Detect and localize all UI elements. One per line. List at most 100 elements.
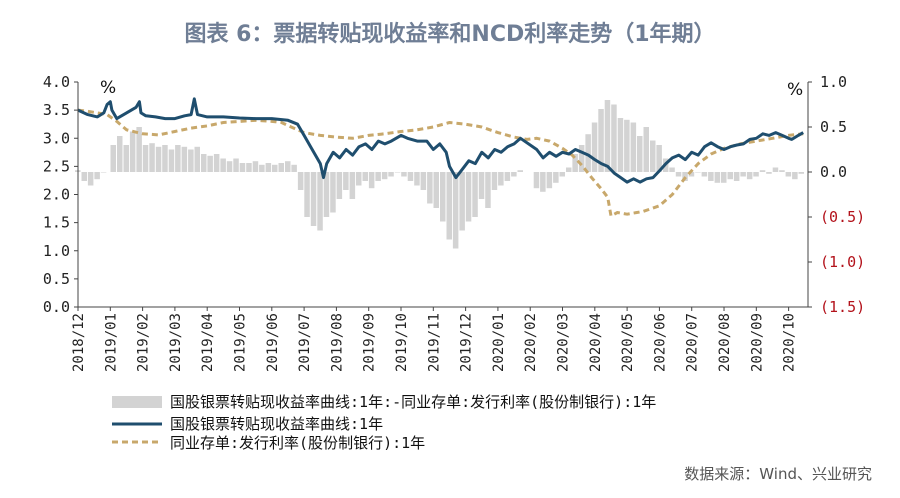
spread-bar-22: [220, 158, 226, 172]
spread-bar-48: [388, 172, 394, 177]
spread-bar-50: [401, 172, 407, 177]
spread-bar-110: [798, 172, 804, 174]
spread-bar-101: [740, 172, 746, 177]
spread-bar-27: [252, 161, 259, 172]
spread-bar-90: [669, 167, 675, 172]
spread-bar-72: [553, 172, 559, 183]
left-tick-label-4: 2.0: [43, 186, 70, 204]
spread-bar-76: [578, 145, 585, 172]
spread-bar-78: [591, 122, 598, 172]
spread-bar-40: [336, 172, 343, 199]
spread-bar-34: [297, 172, 304, 190]
spread-bar-108: [785, 172, 792, 177]
spread-bar-71: [546, 172, 553, 189]
spread-bar-53: [420, 172, 427, 190]
spread-bar-82: [617, 118, 624, 172]
spread-bar-58: [452, 172, 459, 249]
spread-bar-84: [630, 122, 637, 172]
left-axis-unit: %: [100, 78, 116, 98]
spread-bar-105: [766, 172, 772, 174]
left-tick-label-3: 1.5: [43, 214, 70, 232]
spread-bars: [75, 100, 804, 249]
spread-bar-45: [368, 172, 375, 189]
spread-bar-32: [285, 161, 291, 172]
spread-bar-29: [265, 163, 272, 172]
x-tick-label-13: 2020/01: [491, 313, 507, 372]
spread-bar-42: [349, 172, 356, 199]
right-tick-label-3: (0.5): [820, 208, 865, 226]
x-tick-label-10: 2019/10: [394, 313, 410, 372]
legend-label-2: 同业存单:发行利率(股份制银行):1年: [170, 434, 425, 452]
spread-bar-104: [759, 170, 766, 172]
spread-bar-102: [746, 172, 753, 180]
spread-bar-77: [585, 134, 591, 172]
x-tick-label-9: 2019/09: [362, 313, 378, 372]
spread-bar-67: [511, 172, 517, 177]
spread-bar-15: [175, 145, 181, 172]
spread-bar-26: [246, 163, 252, 172]
spread-bar-83: [624, 119, 630, 172]
x-tick-label-19: 2020/07: [685, 313, 701, 372]
right-tick-label-4: (1.0): [820, 253, 865, 271]
spread-bar-37: [317, 172, 323, 231]
spread-bar-41: [343, 172, 349, 190]
spread-bar-46: [375, 172, 381, 181]
x-tick-label-7: 2019/07: [297, 313, 313, 372]
spread-bar-86: [643, 127, 649, 172]
spread-bar-65: [498, 172, 504, 186]
spread-bar-31: [278, 163, 284, 172]
spread-bar-10: [142, 145, 149, 172]
spread-bar-62: [478, 172, 485, 199]
x-tick-label-18: 2020/06: [652, 313, 668, 372]
left-tick-label-7: 3.5: [43, 101, 70, 119]
spread-bar-5: [110, 145, 116, 172]
spread-bar-59: [459, 172, 465, 231]
spread-bar-80: [604, 100, 611, 172]
series-lines: [77, 97, 804, 218]
spread-bar-57: [446, 172, 452, 240]
spread-bar-99: [727, 172, 733, 180]
x-tick-label-12: 2019/12: [459, 313, 475, 372]
spread-bar-4: [100, 172, 107, 173]
spread-bar-39: [330, 172, 336, 213]
left-tick-label-1: 0.5: [43, 270, 70, 288]
spread-bar-18: [194, 146, 200, 172]
spread-bar-70: [540, 172, 546, 192]
legend-swatch-spread: [112, 396, 162, 408]
spread-bar-81: [611, 104, 617, 172]
x-tick-label-14: 2020/02: [523, 313, 539, 372]
left-tick-label-5: 2.5: [43, 157, 70, 175]
spread-bar-14: [168, 149, 175, 172]
spread-bar-43: [356, 172, 362, 186]
spread-bar-44: [362, 172, 368, 181]
left-tick-label-8: 4.0: [43, 73, 70, 91]
chart-title: 图表 6：票据转贴现收益率和NCD利率走势（1年期）: [184, 22, 716, 47]
spread-bar-94: [695, 172, 701, 173]
right-tick-label-2: 0.0: [820, 163, 847, 181]
spread-bar-88: [656, 145, 662, 172]
spread-bar-96: [708, 172, 714, 181]
spread-bar-107: [779, 170, 785, 172]
x-tick-label-11: 2019/11: [426, 313, 442, 372]
spread-bar-2: [87, 172, 94, 186]
spread-bar-20: [207, 155, 213, 172]
x-tick-label-22: 2020/10: [782, 313, 798, 372]
spread-bar-97: [714, 172, 721, 183]
spread-bar-19: [201, 154, 207, 172]
right-tick-label-0: 1.0: [820, 73, 847, 91]
source-note: 数据来源：Wind、兴业研究: [684, 465, 872, 483]
spread-bar-11: [149, 143, 155, 172]
x-tick-label-0: 2018/12: [71, 313, 87, 372]
spread-bar-3: [94, 172, 100, 180]
spread-bar-28: [259, 164, 265, 172]
spread-bar-85: [637, 136, 643, 172]
right-tick-label-5: (1.5): [820, 298, 865, 316]
spread-bar-6: [117, 136, 123, 172]
spread-bar-51: [407, 172, 414, 181]
spread-bar-35: [304, 172, 310, 217]
spread-bar-38: [323, 172, 330, 217]
legend-label-0: 国股银票转贴现收益率曲线:1年:-同业存单:发行利率(股份制银行):1年: [170, 393, 656, 411]
x-tick-label-15: 2020/03: [556, 313, 572, 372]
spread-bar-25: [239, 163, 246, 172]
spread-bar-106: [772, 167, 779, 172]
